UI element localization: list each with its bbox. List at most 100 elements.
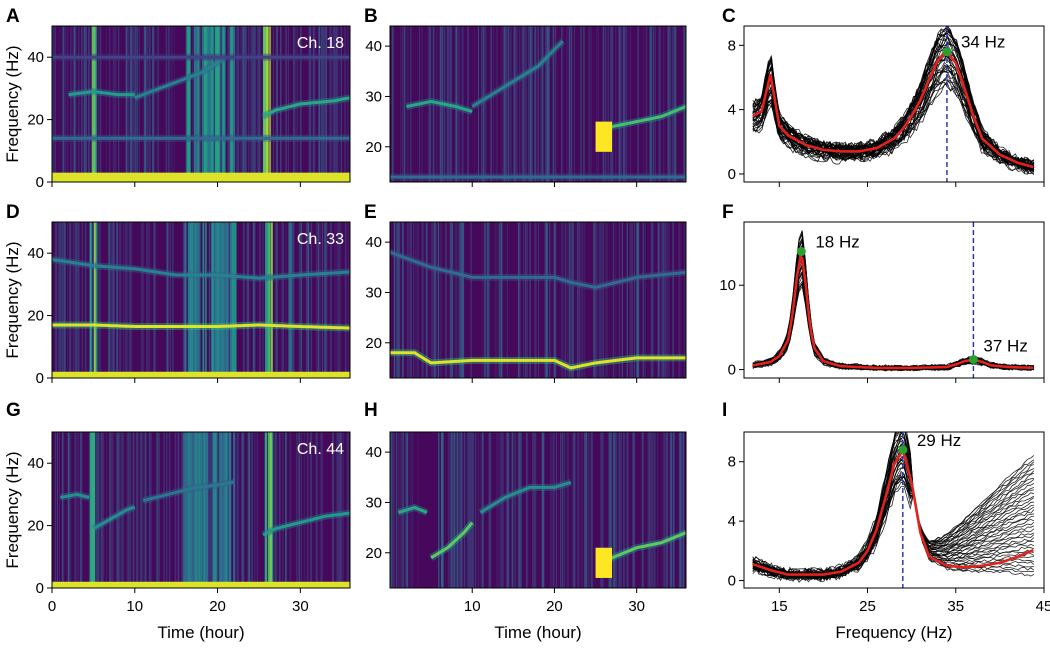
time-streak: [570, 26, 573, 182]
frequency-ridge: [406, 99, 473, 113]
time-streak: [339, 222, 342, 378]
time-streak: [192, 222, 195, 378]
time-streak: [118, 432, 120, 588]
time-streak: [146, 222, 149, 378]
time-streak: [251, 432, 254, 588]
time-streak: [577, 432, 580, 588]
spectrum-trace: [752, 79, 1035, 169]
time-streak: [397, 222, 399, 378]
time-streak: [652, 26, 655, 182]
time-streak: [455, 432, 458, 588]
time-streak: [235, 26, 237, 182]
time-streak: [70, 26, 71, 182]
time-streak: [563, 432, 565, 588]
time-streak: [408, 222, 410, 378]
time-streak: [461, 26, 464, 182]
time-streak: [533, 432, 536, 588]
time-streak: [344, 26, 346, 182]
time-streak: [645, 222, 647, 378]
time-streak: [634, 222, 635, 378]
time-streak: [636, 222, 639, 378]
time-streak: [288, 222, 291, 378]
channel-label: Ch. 33: [297, 231, 344, 248]
panel-letter-d: D: [6, 202, 20, 223]
time-streak: [275, 432, 277, 588]
time-streak: [422, 222, 424, 378]
low-frequency-band: [52, 581, 350, 588]
time-streak: [680, 432, 682, 588]
y-tick-label: 40: [27, 455, 44, 472]
time-streak: [292, 222, 295, 378]
time-streak: [607, 26, 610, 182]
time-streak: [666, 432, 669, 588]
time-streak: [422, 222, 424, 378]
panel-letter-f: F: [722, 202, 734, 223]
bright-band: [199, 432, 202, 588]
x-tick-label: 0: [48, 598, 56, 615]
time-streak: [518, 26, 521, 182]
time-streak: [681, 432, 684, 588]
time-streak: [498, 222, 500, 378]
time-streak: [614, 432, 616, 588]
time-streak: [618, 26, 621, 182]
time-streak: [467, 432, 470, 588]
frequency-ridge: [390, 250, 686, 289]
x-tick-label: 30: [628, 598, 645, 615]
time-streak: [469, 432, 471, 588]
time-streak: [413, 222, 415, 378]
bright-band: [204, 26, 207, 182]
time-streak: [174, 432, 176, 588]
bright-band: [188, 432, 193, 588]
time-streak: [588, 26, 590, 182]
time-streak: [670, 26, 671, 182]
time-streak: [626, 222, 628, 378]
time-streak: [474, 432, 477, 588]
time-streak: [333, 26, 336, 182]
time-streak: [67, 26, 69, 182]
bright-band: [186, 26, 190, 182]
time-streak: [125, 26, 128, 182]
time-streak: [461, 432, 463, 588]
time-streak: [649, 26, 653, 182]
time-streak: [173, 26, 175, 182]
time-streak: [52, 26, 54, 182]
time-streak: [110, 222, 112, 378]
spectrum-trace: [752, 26, 1034, 169]
time-streak: [116, 432, 119, 588]
time-streak: [220, 26, 223, 182]
time-streak: [216, 432, 218, 588]
mean-spectrum: [752, 446, 1034, 576]
time-streak: [632, 432, 635, 588]
time-streak: [201, 432, 203, 588]
time-streak: [519, 222, 521, 378]
time-streak: [289, 432, 292, 588]
time-streak: [561, 26, 564, 182]
time-streak: [662, 222, 665, 378]
time-streak: [683, 26, 685, 182]
bright-band: [93, 26, 97, 182]
time-streak: [243, 26, 246, 182]
time-streak: [583, 432, 586, 588]
time-streak: [75, 222, 78, 378]
time-streak: [330, 26, 333, 182]
time-streak: [517, 432, 520, 588]
time-streak: [398, 432, 400, 588]
time-streak: [307, 222, 309, 378]
axes-frame: [389, 221, 687, 379]
time-streak: [396, 222, 398, 378]
time-streak: [462, 222, 465, 378]
time-streak: [596, 222, 598, 378]
time-streak: [555, 432, 558, 588]
time-streak: [246, 222, 248, 378]
time-streak: [534, 222, 536, 378]
time-streak: [662, 432, 664, 588]
bright-band: [222, 432, 226, 588]
time-streak: [526, 432, 529, 588]
time-streak: [516, 26, 518, 182]
time-streak: [595, 222, 597, 378]
bright-band: [201, 26, 204, 182]
time-streak: [118, 432, 121, 588]
time-streak: [653, 26, 654, 182]
time-streak: [513, 26, 516, 182]
time-streak: [182, 222, 185, 378]
